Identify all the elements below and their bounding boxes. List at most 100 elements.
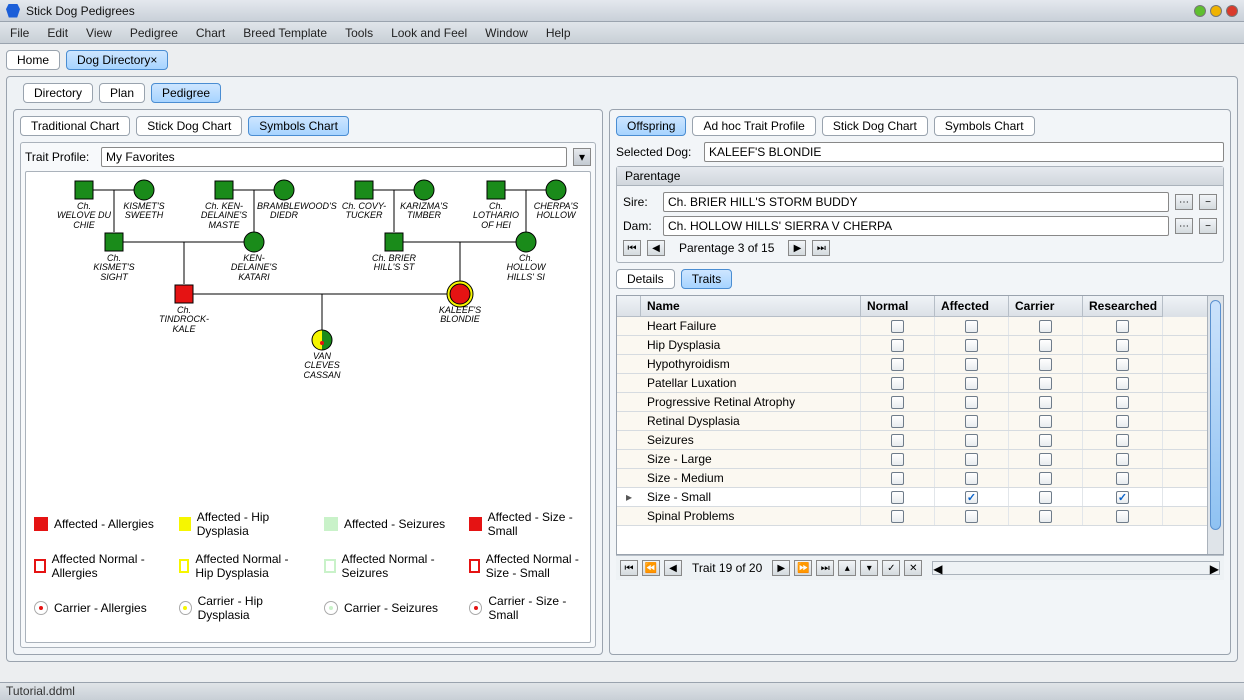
- chart-tab-traditional-chart[interactable]: Traditional Chart: [20, 116, 130, 136]
- checkbox-normal[interactable]: [891, 415, 904, 428]
- menu-help[interactable]: Help: [546, 26, 571, 40]
- table-row[interactable]: Hypothyroidism: [617, 355, 1207, 374]
- pg-up[interactable]: ▴: [838, 560, 856, 576]
- trait-profile-select[interactable]: My Favorites: [101, 147, 567, 167]
- dam-clear-button[interactable]: −: [1199, 218, 1217, 234]
- table-row[interactable]: ▸Size - Small: [617, 488, 1207, 507]
- checkbox-normal[interactable]: [891, 491, 904, 504]
- col-carrier[interactable]: Carrier: [1009, 296, 1083, 317]
- checkbox-affected[interactable]: [965, 358, 978, 371]
- sire-field[interactable]: Ch. BRIER HILL'S STORM BUDDY: [663, 192, 1169, 212]
- sire-lookup-button[interactable]: ⋯: [1175, 194, 1193, 210]
- checkbox-carrier[interactable]: [1039, 491, 1052, 504]
- checkbox-carrier[interactable]: [1039, 339, 1052, 352]
- col-affected[interactable]: Affected: [935, 296, 1009, 317]
- checkbox-normal[interactable]: [891, 320, 904, 333]
- menu-pedigree[interactable]: Pedigree: [130, 26, 178, 40]
- checkbox-normal[interactable]: [891, 358, 904, 371]
- view-tab-directory[interactable]: Directory: [23, 83, 93, 103]
- checkbox-carrier[interactable]: [1039, 472, 1052, 485]
- table-row[interactable]: Retinal Dysplasia: [617, 412, 1207, 431]
- right-tab-symbols-chart[interactable]: Symbols Chart: [934, 116, 1035, 136]
- chart-tab-stick-dog-chart[interactable]: Stick Dog Chart: [136, 116, 242, 136]
- checkbox-researched[interactable]: [1116, 472, 1129, 485]
- checkbox-researched[interactable]: [1116, 320, 1129, 333]
- checkbox-affected[interactable]: [965, 434, 978, 447]
- checkbox-affected[interactable]: [965, 339, 978, 352]
- dam-lookup-button[interactable]: ⋯: [1175, 218, 1193, 234]
- pg-down[interactable]: ▾: [860, 560, 878, 576]
- checkbox-researched[interactable]: [1116, 434, 1129, 447]
- table-row[interactable]: Spinal Problems: [617, 507, 1207, 526]
- checkbox-carrier[interactable]: [1039, 453, 1052, 466]
- right-tab-stick-dog-chart[interactable]: Stick Dog Chart: [822, 116, 928, 136]
- trait-profile-dropdown[interactable]: ▾: [573, 148, 591, 166]
- dam-field[interactable]: Ch. HOLLOW HILLS' SIERRA V CHERPA: [663, 216, 1169, 236]
- table-row[interactable]: Size - Large: [617, 450, 1207, 469]
- col-name[interactable]: Name: [641, 296, 861, 317]
- pg-next[interactable]: ▶: [772, 560, 790, 576]
- col-researched[interactable]: Researched: [1083, 296, 1163, 317]
- right-tab-ad-hoc-trait-profile[interactable]: Ad hoc Trait Profile: [692, 116, 815, 136]
- traits-hscroll[interactable]: ◀▶: [932, 561, 1220, 575]
- checkbox-affected[interactable]: [965, 377, 978, 390]
- table-row[interactable]: Heart Failure: [617, 317, 1207, 336]
- checkbox-normal[interactable]: [891, 472, 904, 485]
- checkbox-affected[interactable]: [965, 491, 978, 504]
- pg-fastprev[interactable]: ⏪: [642, 560, 660, 576]
- traits-scrollbar[interactable]: [1207, 296, 1223, 554]
- checkbox-carrier[interactable]: [1039, 320, 1052, 333]
- table-row[interactable]: Size - Medium: [617, 469, 1207, 488]
- pg-fastnext[interactable]: ⏩: [794, 560, 812, 576]
- checkbox-affected[interactable]: [965, 415, 978, 428]
- table-row[interactable]: Progressive Retinal Atrophy: [617, 393, 1207, 412]
- right-tab-offspring[interactable]: Offspring: [616, 116, 686, 136]
- checkbox-researched[interactable]: [1116, 510, 1129, 523]
- menu-window[interactable]: Window: [485, 26, 528, 40]
- checkbox-normal[interactable]: [891, 510, 904, 523]
- table-row[interactable]: Patellar Luxation: [617, 374, 1207, 393]
- checkbox-researched[interactable]: [1116, 339, 1129, 352]
- checkbox-researched[interactable]: [1116, 453, 1129, 466]
- checkbox-normal[interactable]: [891, 377, 904, 390]
- checkbox-affected[interactable]: [965, 472, 978, 485]
- pg-ok[interactable]: ✓: [882, 560, 900, 576]
- doc-tab-dog-directory[interactable]: Dog Directory×: [66, 50, 168, 70]
- detail-tab-traits[interactable]: Traits: [681, 269, 733, 289]
- checkbox-researched[interactable]: [1116, 358, 1129, 371]
- sire-clear-button[interactable]: −: [1199, 194, 1217, 210]
- checkbox-affected[interactable]: [965, 320, 978, 333]
- menu-chart[interactable]: Chart: [196, 26, 225, 40]
- menu-view[interactable]: View: [86, 26, 112, 40]
- pg-first[interactable]: ⏮: [620, 560, 638, 576]
- close-dot[interactable]: [1226, 5, 1238, 17]
- checkbox-normal[interactable]: [891, 339, 904, 352]
- checkbox-carrier[interactable]: [1039, 377, 1052, 390]
- checkbox-normal[interactable]: [891, 396, 904, 409]
- checkbox-researched[interactable]: [1116, 377, 1129, 390]
- checkbox-normal[interactable]: [891, 434, 904, 447]
- checkbox-researched[interactable]: [1116, 396, 1129, 409]
- col-normal[interactable]: Normal: [861, 296, 935, 317]
- nav-next[interactable]: ▶: [788, 240, 806, 256]
- menu-look-and-feel[interactable]: Look and Feel: [391, 26, 467, 40]
- selected-dog-field[interactable]: KALEEF'S BLONDIE: [704, 142, 1224, 162]
- detail-tab-details[interactable]: Details: [616, 269, 675, 289]
- menu-tools[interactable]: Tools: [345, 26, 373, 40]
- checkbox-affected[interactable]: [965, 396, 978, 409]
- pg-prev[interactable]: ◀: [664, 560, 682, 576]
- pg-last[interactable]: ⏭: [816, 560, 834, 576]
- checkbox-carrier[interactable]: [1039, 358, 1052, 371]
- view-tab-pedigree[interactable]: Pedigree: [151, 83, 221, 103]
- nav-prev[interactable]: ◀: [647, 240, 665, 256]
- view-tab-plan[interactable]: Plan: [99, 83, 145, 103]
- checkbox-normal[interactable]: [891, 453, 904, 466]
- tab-close-icon[interactable]: ×: [150, 53, 157, 67]
- doc-tab-home[interactable]: Home: [6, 50, 60, 70]
- menu-file[interactable]: File: [10, 26, 29, 40]
- menu-edit[interactable]: Edit: [47, 26, 68, 40]
- checkbox-researched[interactable]: [1116, 491, 1129, 504]
- checkbox-carrier[interactable]: [1039, 396, 1052, 409]
- checkbox-carrier[interactable]: [1039, 510, 1052, 523]
- menu-breed-template[interactable]: Breed Template: [243, 26, 327, 40]
